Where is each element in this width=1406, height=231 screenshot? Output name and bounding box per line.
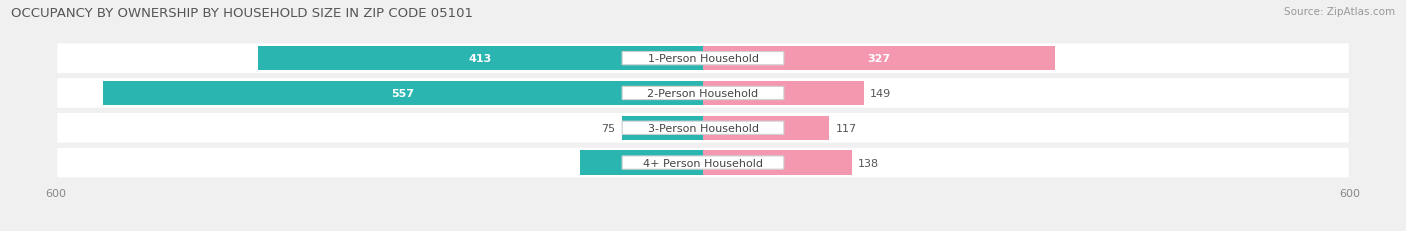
FancyBboxPatch shape [621, 122, 785, 135]
Text: 114: 114 [630, 158, 654, 168]
FancyBboxPatch shape [58, 113, 1348, 143]
Bar [703, 47, 1056, 71]
Bar [581, 151, 703, 175]
Bar [257, 47, 703, 71]
Text: 413: 413 [468, 54, 492, 64]
Bar [703, 151, 852, 175]
Legend: Owner-occupied, Renter-occupied: Owner-occupied, Renter-occupied [585, 227, 821, 231]
FancyBboxPatch shape [621, 87, 785, 100]
Bar [621, 116, 703, 140]
FancyBboxPatch shape [621, 52, 785, 66]
Text: 3-Person Household: 3-Person Household [648, 123, 758, 133]
Bar [703, 82, 863, 106]
Bar [103, 82, 703, 106]
FancyBboxPatch shape [58, 44, 1348, 74]
FancyBboxPatch shape [621, 156, 785, 170]
FancyBboxPatch shape [58, 148, 1348, 178]
Text: 117: 117 [835, 123, 856, 133]
Text: 2-Person Household: 2-Person Household [647, 88, 759, 99]
Text: 327: 327 [868, 54, 891, 64]
Text: OCCUPANCY BY OWNERSHIP BY HOUSEHOLD SIZE IN ZIP CODE 05101: OCCUPANCY BY OWNERSHIP BY HOUSEHOLD SIZE… [11, 7, 474, 20]
Text: Source: ZipAtlas.com: Source: ZipAtlas.com [1284, 7, 1395, 17]
Text: 557: 557 [391, 88, 415, 99]
Bar [703, 116, 830, 140]
Text: 75: 75 [602, 123, 616, 133]
FancyBboxPatch shape [58, 79, 1348, 108]
Text: 1-Person Household: 1-Person Household [648, 54, 758, 64]
Text: 4+ Person Household: 4+ Person Household [643, 158, 763, 168]
Text: 138: 138 [858, 158, 879, 168]
Text: 149: 149 [870, 88, 891, 99]
